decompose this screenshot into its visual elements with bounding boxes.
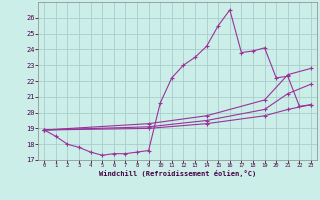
X-axis label: Windchill (Refroidissement éolien,°C): Windchill (Refroidissement éolien,°C) [99,170,256,177]
